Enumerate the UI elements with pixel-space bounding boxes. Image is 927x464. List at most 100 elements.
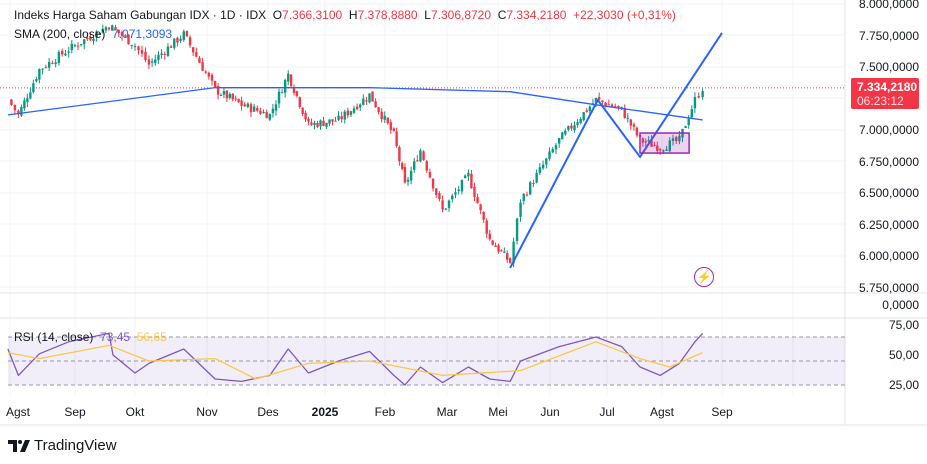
candle-body bbox=[573, 125, 576, 131]
candle-body bbox=[690, 109, 694, 118]
candle-body bbox=[304, 112, 307, 120]
candle-body bbox=[491, 240, 494, 245]
candle-body bbox=[519, 202, 522, 217]
candle-body bbox=[76, 45, 80, 47]
time-axis-label: Sep bbox=[711, 405, 733, 419]
candle-body bbox=[54, 62, 57, 65]
tradingview-logo[interactable]: TradingView bbox=[8, 437, 117, 454]
time-axis-label: Jun bbox=[540, 405, 560, 419]
candle-body bbox=[98, 33, 101, 35]
candle-body bbox=[359, 104, 362, 108]
candle-body bbox=[176, 37, 179, 43]
candle-body bbox=[386, 117, 389, 124]
candle-body bbox=[389, 122, 393, 130]
candle-body bbox=[95, 31, 98, 38]
open-value: 7.366,3100 bbox=[282, 8, 343, 22]
candle-body bbox=[133, 46, 137, 48]
rsi-legend[interactable]: RSI (14, close) 73,45 56,65 bbox=[14, 330, 167, 344]
time-axis-label: Agst bbox=[5, 405, 31, 419]
candle-body bbox=[525, 194, 529, 196]
candle-body bbox=[497, 245, 500, 252]
last-price: 7.334,2180 bbox=[857, 80, 918, 94]
candle-body bbox=[316, 122, 319, 127]
brand-name: TradingView bbox=[34, 437, 117, 454]
candle-body bbox=[701, 91, 704, 98]
time-axis-label: Feb bbox=[374, 405, 396, 419]
candle-body bbox=[111, 25, 114, 31]
sma-legend[interactable]: SMA (200, close) 7.071,3093 bbox=[14, 27, 172, 41]
candle-body bbox=[29, 92, 32, 99]
candle-body bbox=[535, 172, 538, 183]
candle-body bbox=[444, 208, 447, 210]
candle-body bbox=[488, 233, 491, 240]
symbol-title[interactable]: Indeks Harga Saham Gabungan IDX · 1D · I… bbox=[14, 8, 267, 22]
candle-body bbox=[441, 200, 444, 210]
candle-body bbox=[301, 107, 304, 114]
rsi-axis-label: 25,00 bbox=[888, 378, 919, 392]
candle-body bbox=[554, 145, 558, 150]
bar-countdown: 06:23:12 bbox=[857, 94, 904, 108]
high-label: H bbox=[348, 8, 358, 22]
change-value: +22,3030 (+0,31%) bbox=[573, 8, 676, 22]
candle-body bbox=[409, 170, 413, 181]
candle-body bbox=[588, 106, 592, 112]
candle-body bbox=[570, 125, 573, 129]
candle-body bbox=[473, 186, 476, 198]
candle-body bbox=[545, 158, 548, 165]
candle-body bbox=[522, 193, 525, 201]
rsi-axis-label: 75,00 bbox=[888, 318, 919, 332]
candle-body bbox=[687, 118, 690, 126]
price-axis-label: 6.250,0000 bbox=[858, 217, 919, 232]
candle-body bbox=[26, 98, 29, 103]
lightning-icon[interactable]: ⚡ bbox=[694, 267, 714, 287]
candle-body bbox=[665, 149, 668, 151]
candle-body bbox=[658, 149, 662, 151]
candle-body bbox=[380, 111, 383, 120]
candle-body bbox=[256, 107, 259, 111]
candle-body bbox=[246, 103, 250, 107]
candle-body bbox=[213, 81, 217, 88]
candle-body bbox=[346, 110, 350, 116]
candle-body bbox=[470, 173, 473, 189]
candle-body bbox=[541, 164, 545, 169]
candle-body bbox=[89, 37, 92, 40]
candle-body bbox=[620, 106, 623, 108]
candle-body bbox=[641, 138, 645, 143]
time-axis-label: Agst bbox=[649, 405, 675, 419]
candle-body bbox=[419, 150, 422, 162]
candle-body bbox=[494, 245, 497, 247]
candle-body bbox=[283, 80, 287, 93]
candle-body bbox=[675, 137, 678, 142]
candle-body bbox=[83, 39, 86, 45]
price-axis-label: 8.000,0000 bbox=[858, 0, 919, 11]
candle-body bbox=[604, 102, 607, 106]
candle-body bbox=[249, 104, 253, 113]
candle-body bbox=[532, 183, 535, 185]
candle-body bbox=[601, 100, 604, 103]
candle-body bbox=[277, 91, 281, 104]
candle-body bbox=[355, 106, 359, 110]
candle-body bbox=[398, 147, 401, 162]
candle-body bbox=[262, 111, 265, 114]
candle-body bbox=[447, 200, 451, 208]
candle-body bbox=[201, 61, 204, 71]
candle-body bbox=[656, 145, 659, 151]
candle-body bbox=[104, 27, 108, 31]
candle-body bbox=[693, 97, 697, 109]
candle-body bbox=[228, 94, 232, 98]
candle-body bbox=[650, 140, 653, 147]
candle-body bbox=[561, 132, 564, 140]
candle-body bbox=[500, 250, 503, 252]
trend-line-drawing bbox=[509, 32, 723, 269]
candle-body bbox=[629, 119, 633, 126]
time-axis-label: Okt bbox=[125, 405, 145, 419]
candle-body bbox=[508, 258, 512, 263]
candle-body bbox=[41, 68, 44, 70]
candle-body bbox=[551, 149, 554, 153]
sma-value: 7.071,3093 bbox=[112, 27, 173, 41]
price-legend: Indeks Harga Saham Gabungan IDX · 1D · I… bbox=[14, 8, 676, 22]
last-price-tag: 7.334,2180 06:23:12 bbox=[851, 78, 919, 109]
candle-body bbox=[343, 111, 346, 120]
